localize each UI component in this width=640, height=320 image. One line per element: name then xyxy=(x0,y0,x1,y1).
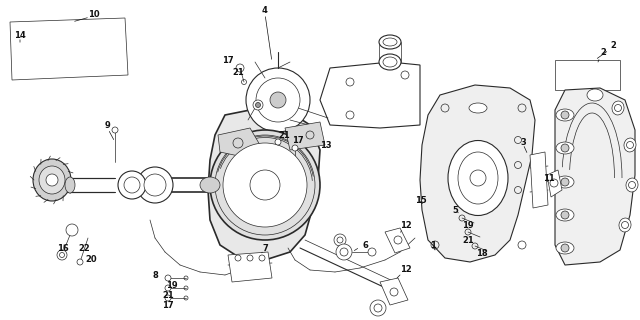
Ellipse shape xyxy=(200,177,220,193)
Circle shape xyxy=(561,244,569,252)
Circle shape xyxy=(270,92,286,108)
Text: 20: 20 xyxy=(85,255,97,265)
Polygon shape xyxy=(385,228,410,253)
Text: 12: 12 xyxy=(400,266,412,275)
Text: 14: 14 xyxy=(14,30,26,39)
Text: 5: 5 xyxy=(452,205,458,214)
Text: 8: 8 xyxy=(152,270,157,279)
Circle shape xyxy=(144,174,166,196)
Polygon shape xyxy=(208,108,320,260)
Circle shape xyxy=(112,127,118,133)
Polygon shape xyxy=(10,18,128,80)
Text: 10: 10 xyxy=(88,10,100,19)
Polygon shape xyxy=(285,122,325,150)
Ellipse shape xyxy=(448,140,508,215)
Polygon shape xyxy=(218,128,260,158)
Polygon shape xyxy=(320,62,420,128)
Circle shape xyxy=(46,174,58,186)
Ellipse shape xyxy=(556,209,574,221)
Text: 21: 21 xyxy=(462,236,474,244)
Text: 9: 9 xyxy=(105,121,111,130)
Circle shape xyxy=(236,64,244,72)
Circle shape xyxy=(368,248,376,256)
Circle shape xyxy=(165,295,171,301)
Polygon shape xyxy=(530,152,548,208)
Text: 1: 1 xyxy=(430,241,436,250)
Circle shape xyxy=(253,100,263,110)
Text: 6: 6 xyxy=(362,241,368,250)
Circle shape xyxy=(255,102,260,108)
Text: 2: 2 xyxy=(600,47,606,57)
Ellipse shape xyxy=(626,178,638,192)
Ellipse shape xyxy=(556,242,574,254)
Circle shape xyxy=(124,177,140,193)
Circle shape xyxy=(561,178,569,186)
Circle shape xyxy=(57,250,67,260)
Circle shape xyxy=(118,171,146,199)
Text: 21: 21 xyxy=(232,68,244,76)
Ellipse shape xyxy=(556,142,574,154)
Polygon shape xyxy=(228,252,272,282)
Ellipse shape xyxy=(65,177,75,193)
Circle shape xyxy=(275,139,281,145)
Circle shape xyxy=(561,111,569,119)
Text: 17: 17 xyxy=(292,135,303,145)
Ellipse shape xyxy=(383,38,397,46)
Circle shape xyxy=(77,259,83,265)
Ellipse shape xyxy=(556,109,574,121)
Circle shape xyxy=(165,285,171,291)
Polygon shape xyxy=(555,88,635,265)
Circle shape xyxy=(561,211,569,219)
Circle shape xyxy=(66,224,78,236)
Circle shape xyxy=(250,170,280,200)
Circle shape xyxy=(246,68,310,132)
Ellipse shape xyxy=(469,103,487,113)
Polygon shape xyxy=(555,60,620,90)
Text: 19: 19 xyxy=(462,220,474,229)
Ellipse shape xyxy=(556,176,574,188)
Text: 7: 7 xyxy=(262,244,268,252)
Text: 22: 22 xyxy=(78,244,90,252)
Ellipse shape xyxy=(39,166,65,194)
Text: 3: 3 xyxy=(520,138,525,147)
Circle shape xyxy=(334,234,346,246)
Text: 11: 11 xyxy=(543,173,555,182)
Ellipse shape xyxy=(379,35,401,49)
Polygon shape xyxy=(547,170,562,197)
Circle shape xyxy=(210,130,320,240)
Text: 19: 19 xyxy=(166,281,178,290)
Circle shape xyxy=(137,167,173,203)
Circle shape xyxy=(370,300,386,316)
Text: 16: 16 xyxy=(57,244,68,252)
Polygon shape xyxy=(420,85,535,262)
Ellipse shape xyxy=(383,57,397,67)
Text: 13: 13 xyxy=(320,140,332,149)
Ellipse shape xyxy=(619,218,631,232)
Circle shape xyxy=(223,143,307,227)
Ellipse shape xyxy=(458,152,498,204)
Circle shape xyxy=(561,144,569,152)
Ellipse shape xyxy=(33,159,71,201)
Circle shape xyxy=(165,275,171,281)
Text: 17: 17 xyxy=(162,300,173,309)
Circle shape xyxy=(550,179,558,187)
Text: 21: 21 xyxy=(162,291,173,300)
Text: 21: 21 xyxy=(278,131,290,140)
Text: 4: 4 xyxy=(262,5,268,14)
Text: 18: 18 xyxy=(476,249,488,258)
Circle shape xyxy=(336,244,352,260)
Ellipse shape xyxy=(612,101,624,115)
Text: 17: 17 xyxy=(222,55,234,65)
Circle shape xyxy=(256,78,300,122)
Text: 12: 12 xyxy=(400,220,412,229)
Ellipse shape xyxy=(624,138,636,152)
Text: 2: 2 xyxy=(610,41,616,50)
Polygon shape xyxy=(380,278,408,305)
Ellipse shape xyxy=(379,54,401,70)
Circle shape xyxy=(292,145,298,151)
Text: 15: 15 xyxy=(415,196,427,204)
Ellipse shape xyxy=(587,89,603,101)
